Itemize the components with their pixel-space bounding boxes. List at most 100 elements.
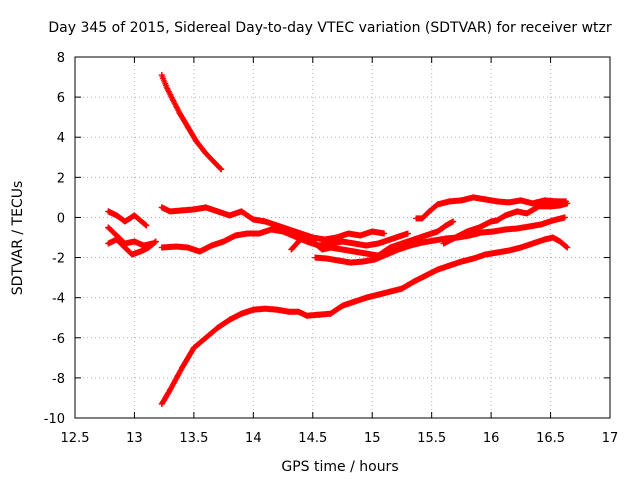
data-point: [302, 232, 309, 239]
data-point: [557, 202, 564, 209]
data-point: [167, 208, 174, 215]
data-point: [381, 230, 388, 237]
data-point: [434, 228, 441, 235]
data-point: [490, 228, 497, 235]
data-point: [450, 218, 457, 225]
data-point: [517, 197, 524, 204]
data-point: [262, 305, 269, 312]
data-point: [502, 212, 509, 219]
data-point: [351, 298, 358, 305]
data-point: [541, 197, 548, 204]
data-point: [410, 278, 417, 285]
x-tick-label: 12.5: [61, 431, 90, 446]
data-point: [105, 240, 112, 247]
data-point: [387, 288, 394, 295]
data-point: [179, 364, 185, 371]
data-point: [387, 244, 394, 251]
data-point: [137, 217, 144, 224]
data-point: [564, 244, 571, 251]
series-arc-2: [158, 234, 571, 407]
chart-title: Day 345 of 2015, Sidereal Day-to-day VTE…: [48, 20, 612, 36]
grid-lines: [75, 57, 610, 418]
data-point: [319, 246, 326, 253]
data-point: [176, 110, 183, 117]
data-point: [502, 226, 509, 233]
data-point: [446, 198, 453, 205]
data-point: [404, 230, 411, 237]
data-point: [494, 198, 501, 205]
data-point: [339, 302, 346, 309]
y-tick-label: 2: [57, 171, 65, 186]
data-point: [359, 258, 366, 265]
data-point: [202, 334, 209, 341]
data-point: [262, 218, 269, 225]
data-point: [413, 215, 420, 222]
data-point: [184, 124, 191, 131]
data-point: [312, 254, 319, 261]
data-point: [145, 244, 152, 251]
data-point: [494, 217, 501, 224]
data-point: [250, 216, 257, 223]
data-point: [470, 194, 477, 201]
x-axis-label: GPS time / hours: [281, 459, 398, 475]
y-tick-label: -2: [52, 252, 65, 267]
data-point: [152, 238, 159, 245]
data-point: [226, 316, 233, 323]
x-tick-labels: 12.5 13 13.5 14 14.5 15 15.5 16 16.5 17: [61, 431, 619, 446]
data-point: [419, 239, 426, 246]
x-tick-label: 13: [126, 431, 143, 446]
data-point: [238, 208, 245, 215]
data-point: [158, 204, 165, 211]
data-point: [220, 238, 227, 245]
data-point: [458, 197, 465, 204]
y-tick-label: 8: [57, 51, 65, 66]
data-point: [196, 248, 203, 255]
data-point: [226, 212, 233, 219]
data-point: [327, 244, 334, 251]
data-point: [431, 237, 438, 244]
data-point: [383, 251, 390, 258]
data-point: [158, 400, 165, 407]
series-arc-7: [158, 226, 411, 255]
data-point: [470, 255, 477, 262]
data-point: [158, 244, 165, 251]
data-markers: [105, 72, 571, 407]
data-point: [167, 386, 174, 393]
data-point: [535, 203, 542, 210]
y-tick-label: 0: [57, 211, 65, 226]
data-point: [218, 166, 225, 173]
data-point: [268, 226, 275, 233]
data-point: [557, 238, 564, 245]
data-point: [517, 244, 524, 251]
data-point: [105, 224, 112, 231]
x-tick-label: 14: [245, 431, 262, 446]
data-point: [212, 160, 219, 167]
x-tick-label: 15.5: [417, 431, 446, 446]
data-point: [422, 272, 429, 279]
data-point: [324, 255, 331, 262]
y-tick-label: 4: [57, 131, 65, 146]
data-point: [375, 240, 382, 247]
data-point: [529, 200, 536, 207]
data-point: [488, 218, 495, 225]
data-point: [369, 228, 376, 235]
data-point: [202, 150, 209, 157]
series-arc-11: [440, 200, 571, 247]
data-point: [345, 230, 352, 237]
data-point: [357, 232, 364, 239]
data-point: [163, 84, 170, 91]
data-point: [173, 243, 180, 250]
data-point: [244, 230, 251, 237]
data-point: [105, 208, 112, 215]
data-point: [297, 230, 304, 237]
data-point: [291, 233, 298, 240]
data-point: [347, 259, 354, 266]
data-point: [351, 248, 358, 255]
data-point: [398, 285, 405, 292]
data-point: [288, 246, 295, 253]
data-point: [327, 310, 334, 317]
data-point: [538, 221, 545, 228]
data-point: [514, 225, 521, 232]
data-point: [523, 210, 530, 217]
